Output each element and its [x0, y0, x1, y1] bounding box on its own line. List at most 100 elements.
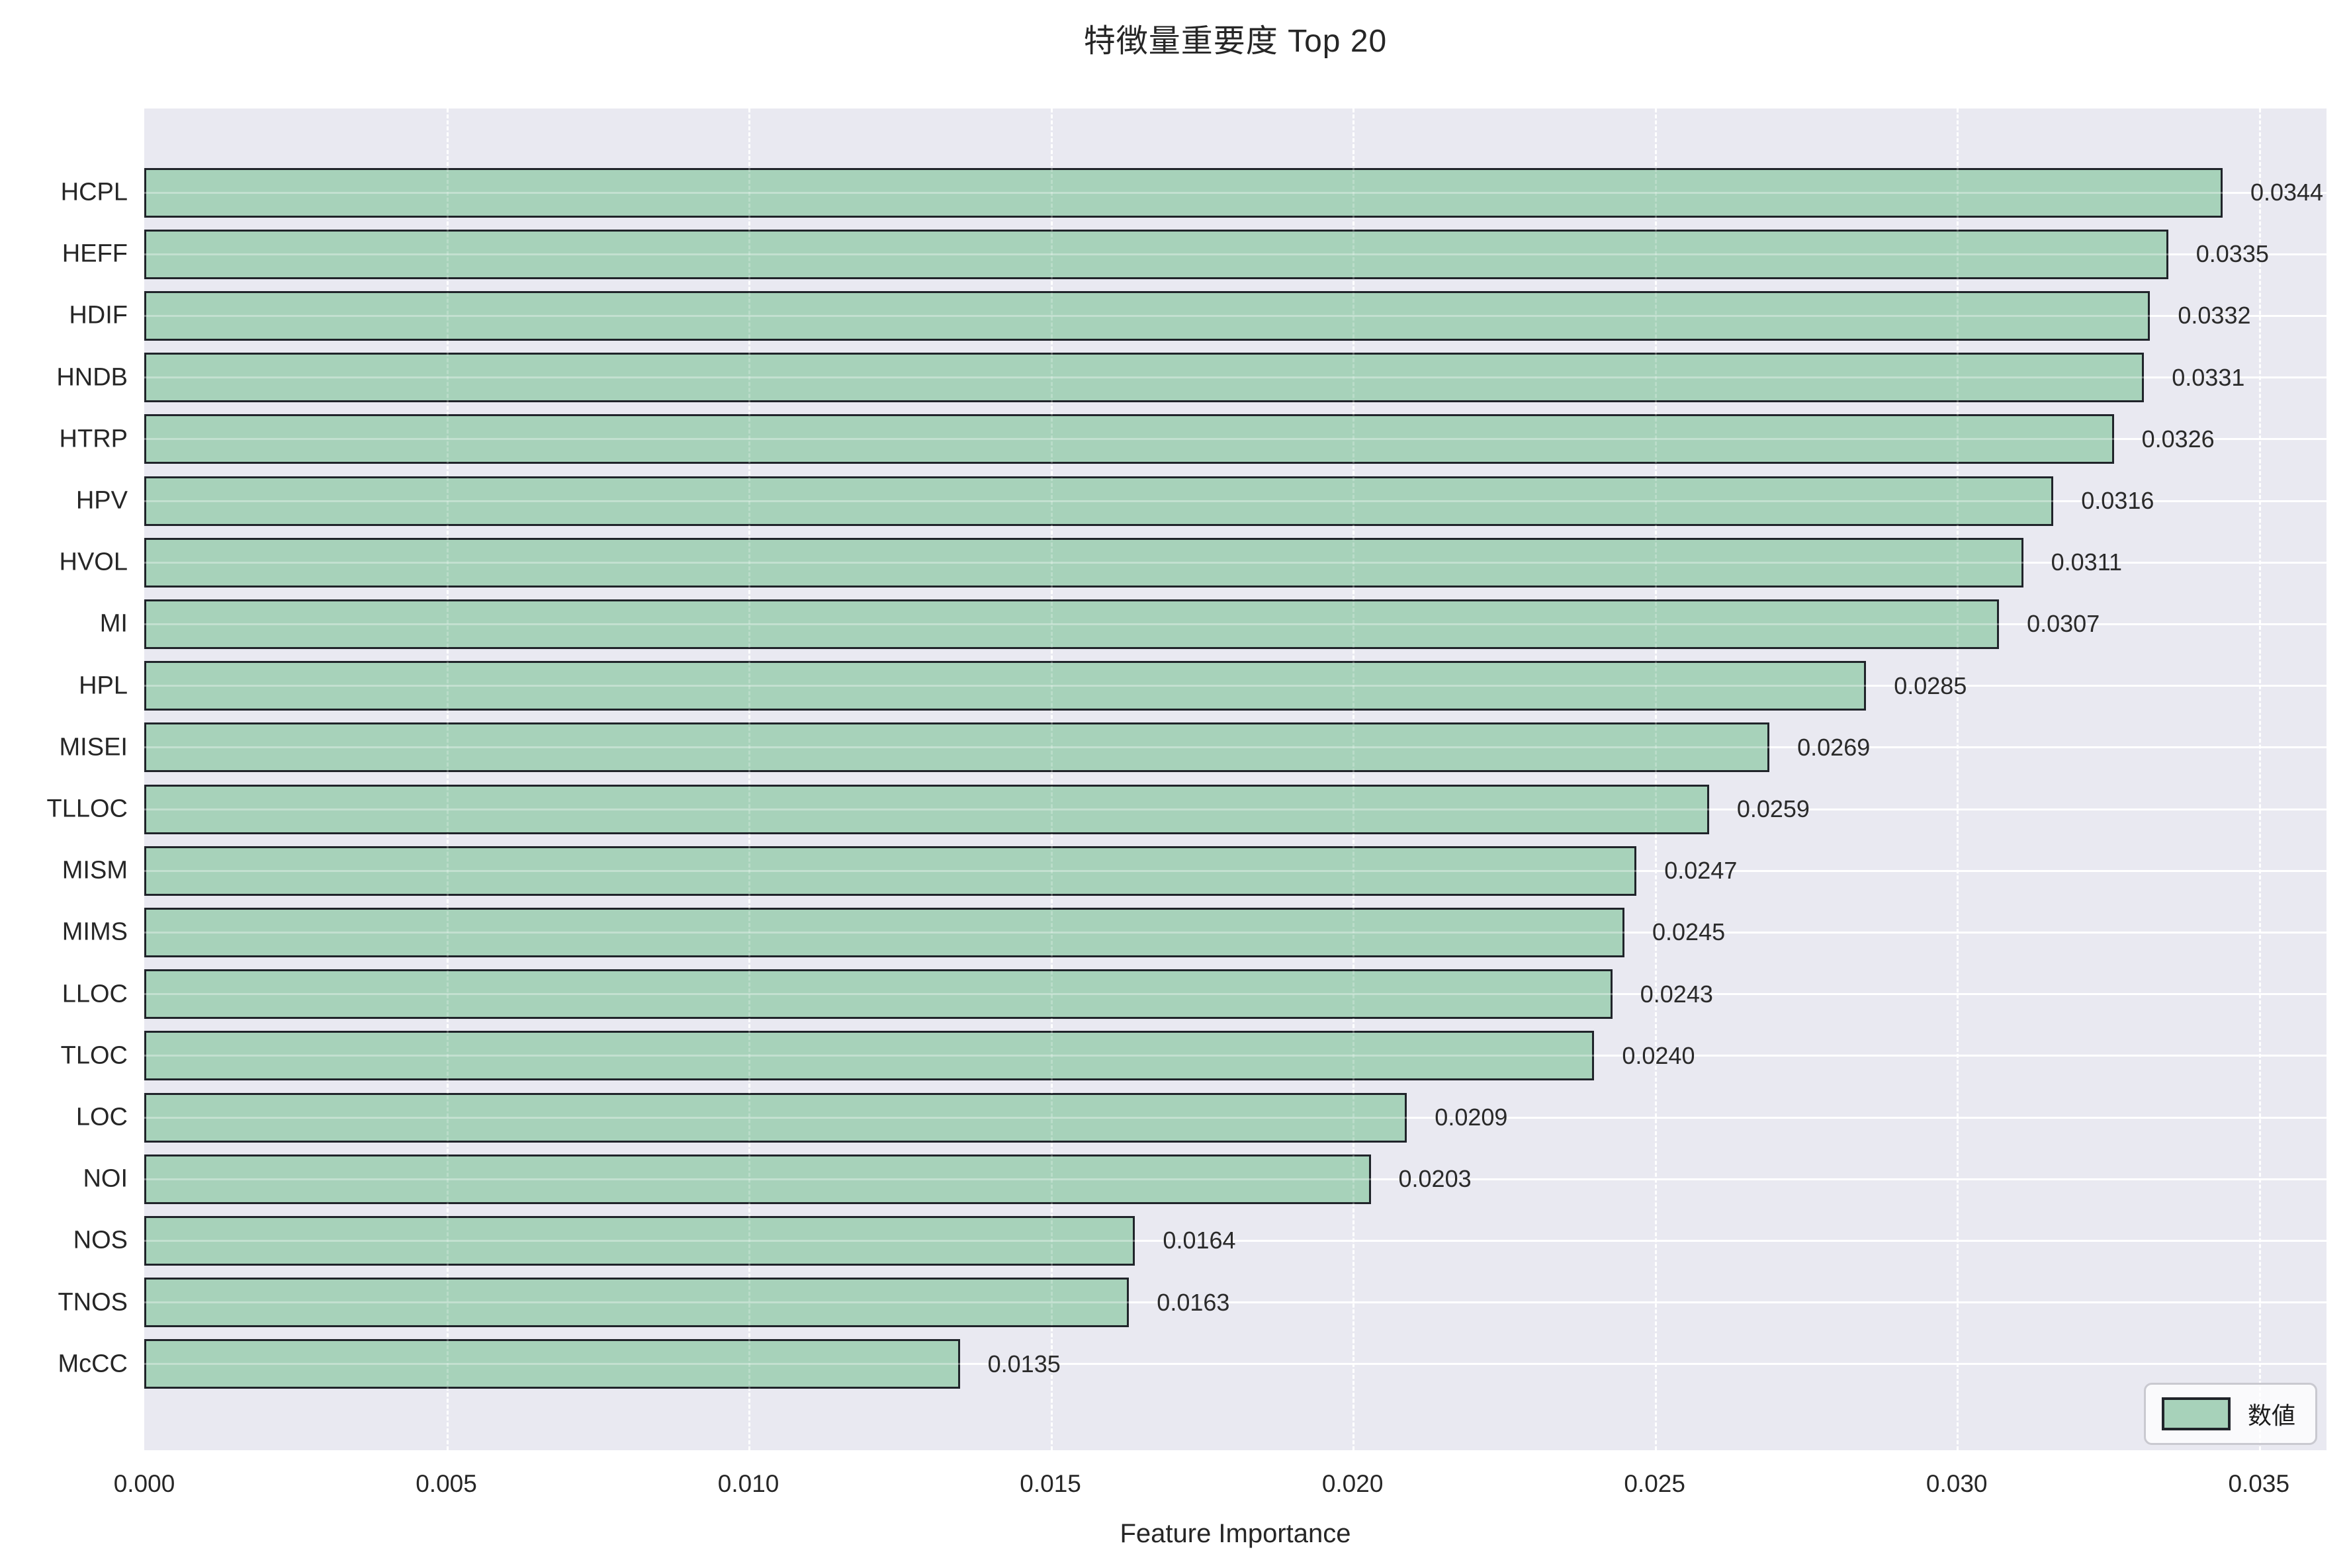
- y-tick-label: TLLOC: [46, 795, 128, 823]
- horizontal-gridline: [144, 1239, 2327, 1242]
- y-tick-label: HNDB: [56, 363, 128, 392]
- vertical-gridline: [2258, 109, 2261, 1450]
- vertical-gridline: [1957, 109, 1959, 1450]
- x-tick-label: 0.035: [2228, 1470, 2290, 1497]
- bar: [144, 476, 2054, 526]
- vertical-gridline: [1654, 109, 1657, 1450]
- vertical-gridline-overlay: [1352, 109, 1355, 1450]
- y-tick-label: NOS: [73, 1226, 128, 1254]
- horizontal-gridline-overlay: [144, 438, 2327, 441]
- bar: [144, 1154, 1371, 1204]
- x-tick-label: 0.020: [1321, 1470, 1384, 1497]
- x-tick-label: 0.000: [113, 1470, 175, 1497]
- vertical-gridline-overlay: [1957, 109, 1959, 1450]
- bar: [144, 1092, 1407, 1143]
- bar-value-label: 0.0307: [2027, 610, 2100, 638]
- horizontal-gridline-overlay: [144, 993, 2327, 996]
- bar-value-label: 0.0135: [987, 1350, 1061, 1377]
- bar-value-label: 0.0331: [2172, 363, 2245, 391]
- bar: [144, 1339, 960, 1389]
- horizontal-gridline-overlay: [144, 191, 2327, 194]
- y-tick-label: HDIF: [69, 301, 128, 329]
- y-tick-label: LLOC: [62, 980, 128, 1008]
- bar-value-label: 0.0164: [1163, 1227, 1236, 1254]
- bar-value-label: 0.0243: [1640, 980, 1713, 1008]
- horizontal-gridline-overlay: [144, 1301, 2327, 1304]
- vertical-gridline-overlay: [446, 109, 449, 1450]
- horizontal-gridline: [144, 1363, 2327, 1366]
- bar: [144, 229, 2168, 279]
- bar: [144, 1215, 1135, 1266]
- vertical-gridline: [446, 109, 449, 1450]
- horizontal-gridline-overlay: [144, 253, 2327, 255]
- y-tick-label: HPL: [79, 672, 128, 700]
- bar-value-label: 0.0344: [2250, 179, 2324, 206]
- y-tick-label: MISEI: [59, 733, 128, 762]
- y-tick-label: McCC: [58, 1350, 128, 1378]
- bar: [144, 1278, 1130, 1328]
- horizontal-gridline-overlay: [144, 500, 2327, 502]
- horizontal-gridline-overlay: [144, 746, 2327, 749]
- horizontal-gridline-overlay: [144, 314, 2327, 317]
- y-tick-label: MI: [99, 609, 128, 638]
- bar: [144, 846, 1637, 896]
- y-tick-label: MISM: [62, 856, 128, 885]
- y-tick-label: HEFF: [62, 240, 128, 268]
- bar: [144, 167, 2223, 218]
- y-tick-label: NOI: [83, 1164, 128, 1193]
- y-tick-label: HCPL: [60, 178, 128, 206]
- bar-value-label: 0.0269: [1797, 733, 1871, 761]
- y-tick-label: MIMS: [62, 918, 128, 946]
- bar-value-label: 0.0163: [1157, 1288, 1230, 1316]
- bar: [144, 599, 2000, 649]
- horizontal-gridline-overlay: [144, 1363, 2327, 1366]
- bar-value-label: 0.0259: [1736, 795, 1810, 822]
- plot-area: 0.0344 0.0335 0.0332 0.0331 0.0326 0.0316 0.03…: [144, 109, 2327, 1450]
- bar-value-label: 0.0240: [1622, 1041, 1695, 1069]
- y-tick-label: TLOC: [60, 1041, 128, 1070]
- vertical-gridline: [1050, 109, 1053, 1450]
- horizontal-gridline-overlay: [144, 1116, 2327, 1119]
- y-tick-label: HTRP: [59, 425, 128, 453]
- horizontal-gridline-overlay: [144, 1178, 2327, 1180]
- x-axis-label: Feature Importance: [1120, 1519, 1351, 1548]
- bar-value-label: 0.0332: [2178, 302, 2251, 329]
- horizontal-gridline: [144, 1301, 2327, 1304]
- x-tick-label: 0.005: [416, 1470, 477, 1497]
- y-tick-label: HVOL: [59, 548, 128, 576]
- horizontal-gridline-overlay: [144, 931, 2327, 934]
- bar: [144, 661, 1867, 711]
- legend-swatch: [2161, 1397, 2231, 1430]
- vertical-gridline-overlay: [2258, 109, 2261, 1450]
- bar-value-label: 0.0311: [2051, 548, 2123, 576]
- y-tick-label: HPV: [75, 486, 128, 515]
- bar-value-label: 0.0247: [1664, 857, 1738, 885]
- bar-value-label: 0.0285: [1894, 672, 1967, 699]
- bar: [144, 722, 1770, 773]
- horizontal-gridline-overlay: [144, 808, 2327, 810]
- legend-label: 数値: [2247, 1402, 2295, 1429]
- vertical-gridline-overlay: [1654, 109, 1657, 1450]
- x-tick-label: 0.030: [1926, 1470, 1988, 1497]
- bar: [144, 1031, 1595, 1081]
- horizontal-gridline-overlay: [144, 623, 2327, 625]
- bar: [144, 537, 2023, 588]
- bar-value-label: 0.0335: [2195, 240, 2269, 268]
- vertical-gridline-overlay: [1050, 109, 1053, 1450]
- bar-value-label: 0.0316: [2081, 487, 2154, 514]
- bar: [144, 414, 2114, 464]
- bar-value-label: 0.0326: [2141, 425, 2215, 453]
- bar-value-label: 0.0245: [1652, 918, 1726, 946]
- horizontal-gridline-overlay: [144, 561, 2327, 564]
- bar: [144, 969, 1613, 1020]
- vertical-gridline: [748, 109, 751, 1450]
- horizontal-gridline-overlay: [144, 869, 2327, 872]
- bar: [144, 784, 1709, 834]
- chart-title: 特徴量重要度 Top 20: [1083, 24, 1388, 59]
- y-tick-label: TNOS: [58, 1288, 128, 1317]
- bar-value-label: 0.0209: [1435, 1104, 1508, 1131]
- bar: [144, 907, 1625, 957]
- horizontal-gridline-overlay: [144, 1239, 2327, 1242]
- vertical-gridline: [1352, 109, 1355, 1450]
